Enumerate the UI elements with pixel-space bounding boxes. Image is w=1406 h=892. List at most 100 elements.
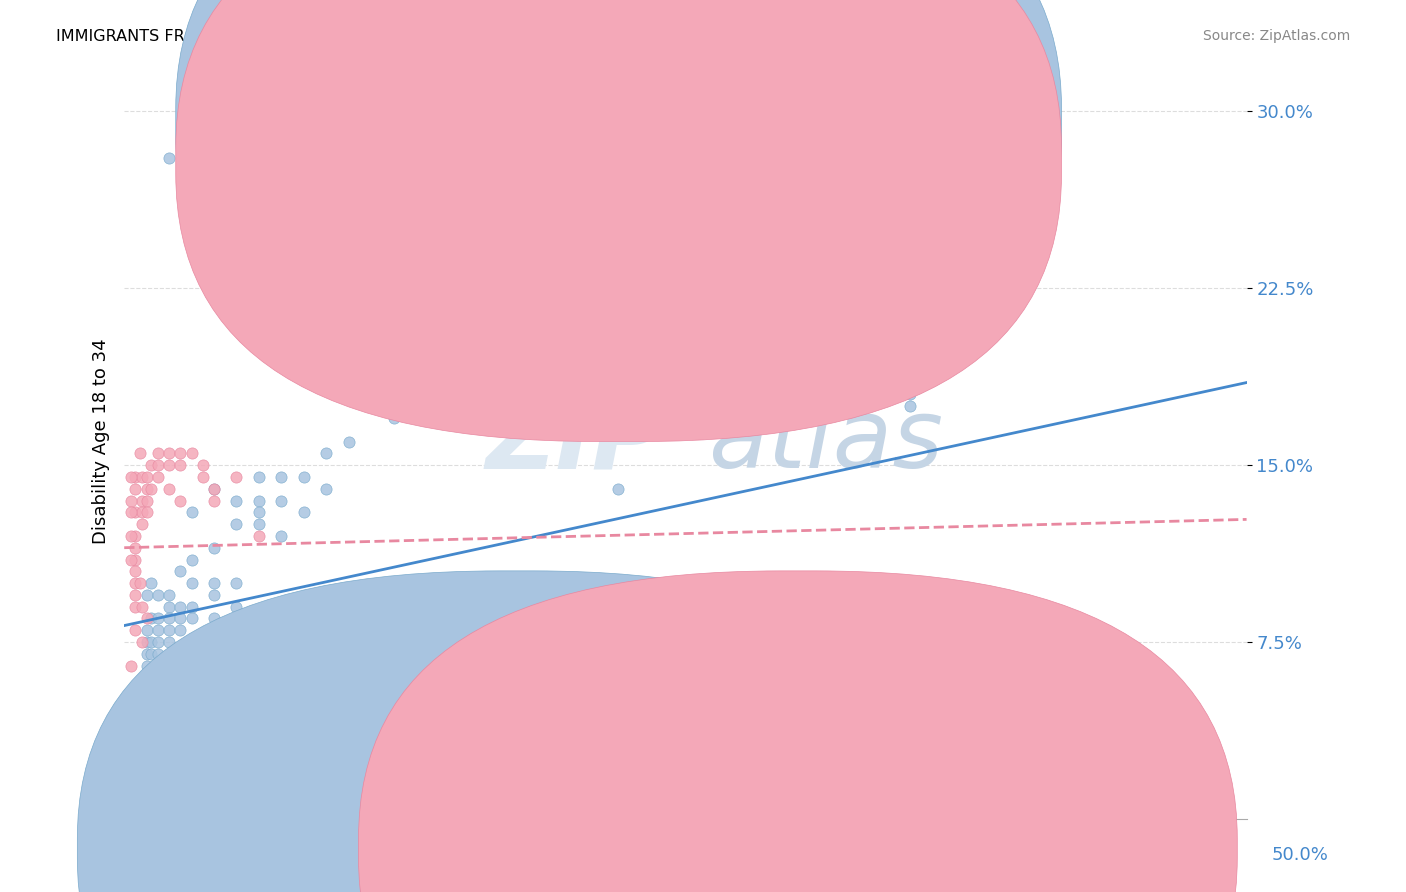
Point [315, 482, 337, 496]
Point [337, 434, 360, 449]
Text: Immigrants from Honduras: Immigrants from Honduras [541, 839, 766, 857]
Point [146, 611, 169, 625]
Point [180, 552, 202, 566]
Point [191, 458, 214, 472]
Point [202, 482, 225, 496]
Y-axis label: Disability Age 18 to 34: Disability Age 18 to 34 [93, 339, 110, 544]
Point [141, 482, 163, 496]
Point [191, 470, 214, 484]
Point [202, 588, 225, 602]
Point [427, 658, 450, 673]
Point [202, 576, 225, 591]
Text: atlas: atlas [707, 395, 943, 488]
Point [129, 576, 152, 591]
Point [146, 588, 169, 602]
Point [131, 635, 153, 649]
Point [124, 541, 146, 555]
Text: 50.0%: 50.0% [1272, 846, 1329, 863]
Point [202, 611, 225, 625]
Point [607, 658, 630, 673]
Point [180, 576, 202, 591]
Point [135, 635, 157, 649]
Point [202, 541, 225, 555]
Point [124, 482, 146, 496]
Point [146, 458, 169, 472]
Point [898, 399, 921, 413]
Point [135, 647, 157, 661]
Point [169, 611, 191, 625]
Point [146, 470, 169, 484]
Point [141, 635, 163, 649]
Point [157, 152, 180, 166]
Point [247, 517, 270, 532]
Point [157, 446, 180, 460]
Point [450, 658, 472, 673]
Point [131, 470, 153, 484]
Text: Source: ZipAtlas.com: Source: ZipAtlas.com [1202, 29, 1350, 43]
Point [169, 599, 191, 614]
Point [169, 624, 191, 638]
Point [131, 517, 153, 532]
Point [146, 635, 169, 649]
Point [124, 529, 146, 543]
Point [131, 493, 153, 508]
Point [202, 493, 225, 508]
Point [131, 505, 153, 519]
Point [124, 470, 146, 484]
Point [120, 470, 142, 484]
Point [495, 658, 517, 673]
Point [169, 493, 191, 508]
Point [135, 611, 157, 625]
Text: Immigrants from Cabo Verde: Immigrants from Cabo Verde [823, 839, 1063, 857]
Point [180, 611, 202, 625]
Point [157, 458, 180, 472]
Point [124, 599, 146, 614]
Point [247, 493, 270, 508]
Point [247, 505, 270, 519]
Point [225, 493, 247, 508]
Point [131, 599, 153, 614]
Point [135, 588, 157, 602]
Point [146, 446, 169, 460]
Text: 0.0%: 0.0% [91, 846, 136, 863]
Point [129, 446, 152, 460]
Point [247, 470, 270, 484]
Point [120, 493, 142, 508]
Point [225, 599, 247, 614]
Point [124, 576, 146, 591]
Point [124, 588, 146, 602]
Point [141, 576, 163, 591]
Point [124, 505, 146, 519]
Point [741, 658, 763, 673]
Point [270, 529, 292, 543]
Point [270, 470, 292, 484]
Point [120, 552, 142, 566]
Point [146, 647, 169, 661]
Point [405, 670, 427, 684]
Point [247, 529, 270, 543]
Point [157, 635, 180, 649]
Point [607, 482, 630, 496]
Point [120, 505, 142, 519]
Text: R = 0.346  N = 63: R = 0.346 N = 63 [651, 112, 815, 130]
Point [141, 647, 163, 661]
Point [405, 658, 427, 673]
Point [169, 458, 191, 472]
Point [157, 658, 180, 673]
Point [141, 458, 163, 472]
Point [135, 658, 157, 673]
Text: R = 0.039  N = 50: R = 0.039 N = 50 [651, 152, 815, 169]
Point [225, 517, 247, 532]
Point [135, 505, 157, 519]
Point [202, 482, 225, 496]
Point [169, 564, 191, 578]
Point [169, 446, 191, 460]
Point [292, 505, 315, 519]
Point [120, 529, 142, 543]
Point [157, 599, 180, 614]
Point [124, 552, 146, 566]
Point [382, 411, 405, 425]
Point [124, 624, 146, 638]
Point [157, 611, 180, 625]
Point [225, 576, 247, 591]
